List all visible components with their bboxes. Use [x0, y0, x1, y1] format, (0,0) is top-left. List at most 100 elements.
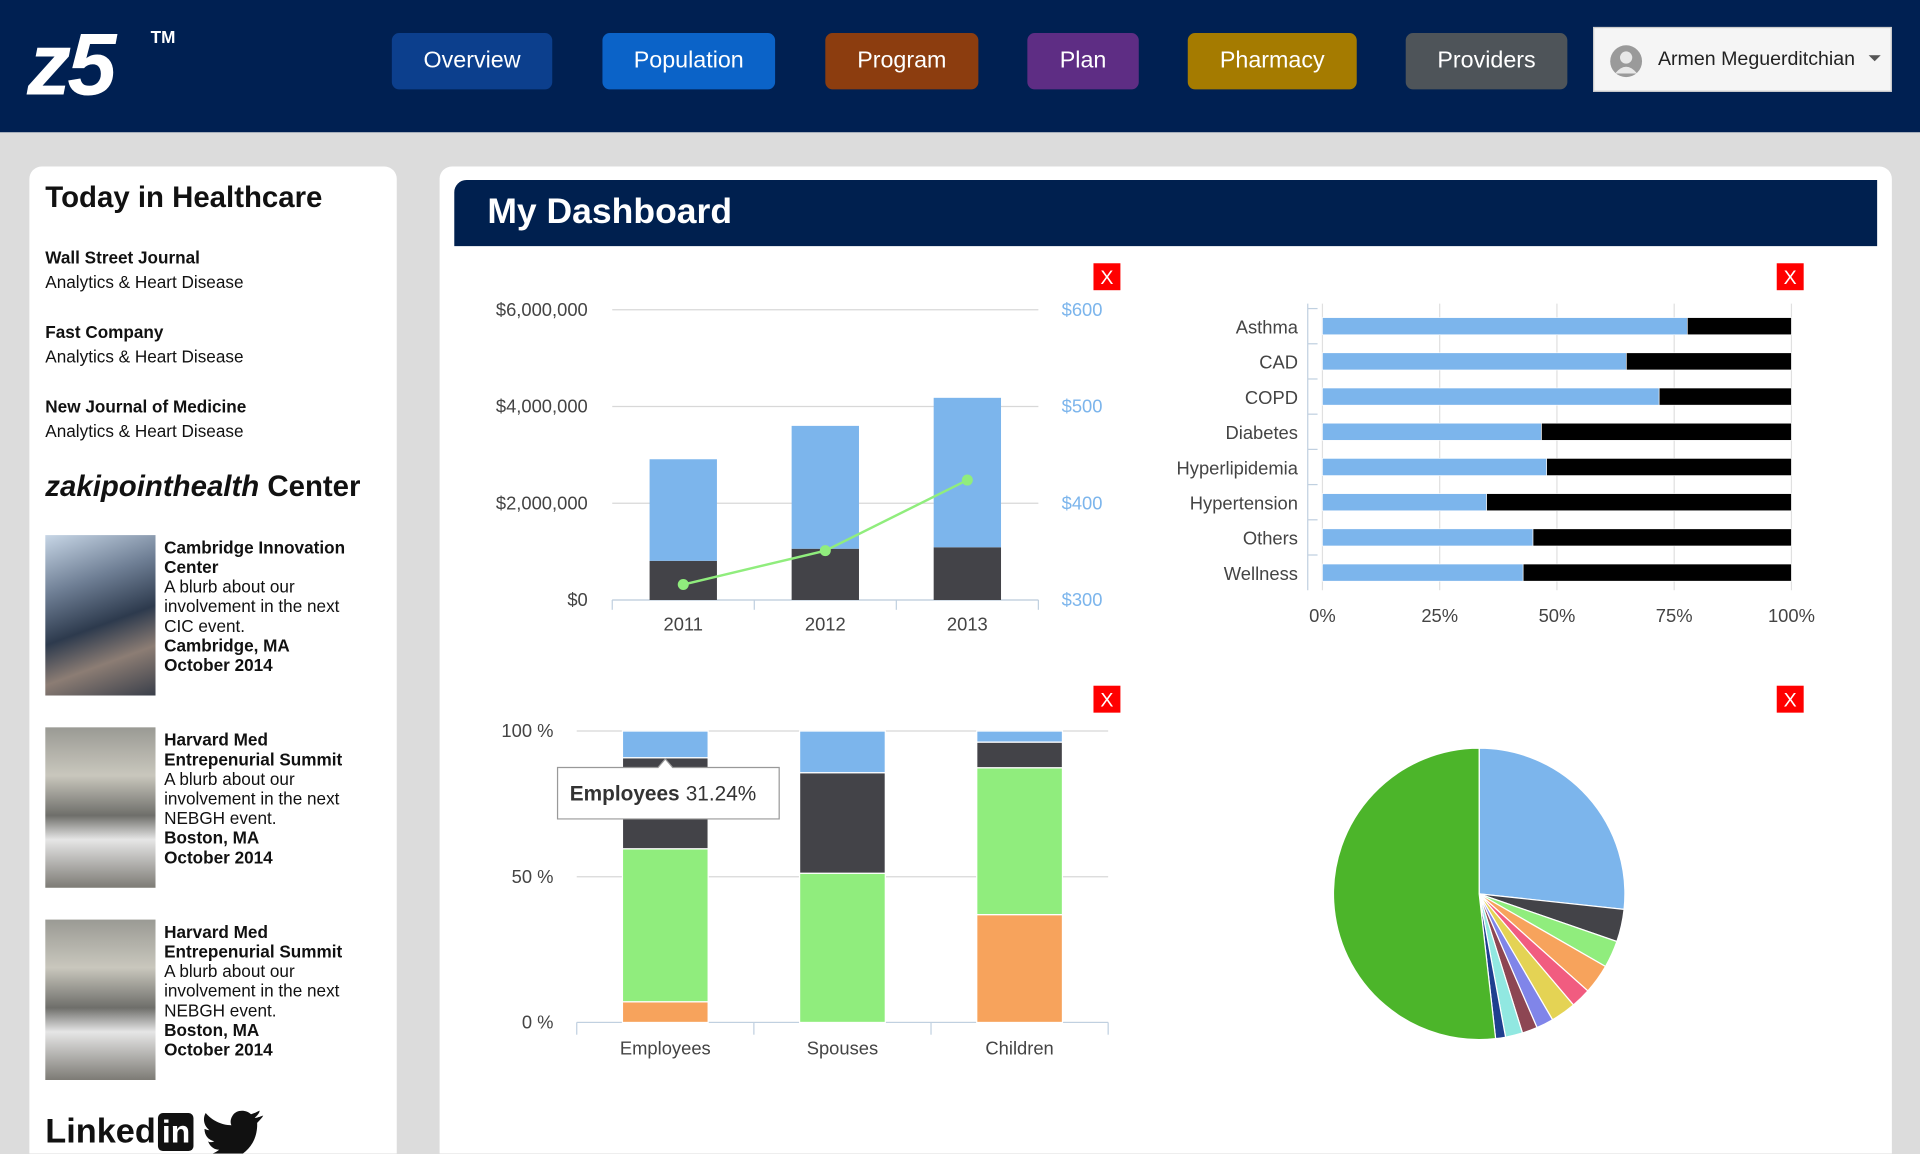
y-tick-label: Wellness: [1224, 563, 1298, 584]
close-button[interactable]: X: [1776, 263, 1804, 291]
y-tick-label: $4,000,000: [496, 396, 588, 417]
x-tick-label: Employees: [620, 1037, 711, 1058]
y-tick-label: 100 %: [501, 720, 553, 741]
news-topic: Analytics & Heart Disease: [45, 421, 244, 441]
tooltip-value: 31.24%: [686, 783, 757, 806]
nav-button[interactable]: Program: [825, 33, 979, 90]
close-box: [1776, 685, 1804, 713]
y-tick-label: 0 %: [522, 1012, 554, 1033]
bar-segment: [1532, 528, 1792, 547]
bar-segment: [1322, 387, 1660, 406]
x-tick-label: Spouses: [807, 1037, 878, 1058]
bar-segment: [621, 848, 709, 1003]
nav-button[interactable]: Population: [602, 33, 776, 90]
social: Linked in: [45, 1110, 264, 1154]
event-image: [45, 919, 156, 1081]
bar-segment: [1322, 528, 1534, 547]
event-text[interactable]: Cambridge Innovation Center A blurb about…: [164, 538, 360, 675]
x-tick-label: 2013: [947, 614, 988, 635]
twitter-icon[interactable]: [202, 1109, 266, 1154]
close-button[interactable]: X: [1776, 685, 1804, 713]
event-location: Boston, MA: [164, 827, 260, 848]
brand: zakipointhealth: [45, 470, 260, 504]
trademark: TM: [150, 26, 176, 47]
y-tick-label: Others: [1243, 528, 1298, 549]
close-label: X: [1100, 690, 1113, 712]
x-tick-label: Children: [985, 1037, 1053, 1058]
center-label: Center: [267, 470, 361, 504]
news-topic: Analytics & Heart Disease: [45, 346, 244, 367]
bar-segment: [1687, 317, 1792, 336]
news-item[interactable]: New Journal of Medicine Analytics & Heart…: [45, 397, 246, 441]
x-tick-label: 2012: [805, 614, 846, 635]
y-tick-label: Diabetes: [1225, 422, 1297, 443]
line-point: [677, 579, 689, 591]
y-tick-label: CAD: [1259, 352, 1298, 373]
close-button[interactable]: X: [1093, 263, 1121, 291]
event-location: Cambridge, MA: [164, 635, 290, 656]
news-source: New Journal of Medicine: [45, 396, 247, 417]
event-image: [45, 535, 156, 696]
logo[interactable]: z5: [26, 15, 116, 114]
close-label: X: [1784, 690, 1797, 712]
y-tick-label: $0: [567, 589, 587, 610]
x-tick-label: 0%: [1309, 605, 1336, 626]
sidebar-title: Today in Healthcare: [45, 181, 323, 215]
tooltip-category: Employees: [570, 783, 680, 806]
center-title: zakipointhealth Center: [45, 470, 360, 504]
linkedin-text[interactable]: Linked: [45, 1111, 156, 1150]
header: z5 TM Overview Population Program Plan Pharm…: [0, 0, 1920, 133]
event-date: October 2014: [164, 1039, 273, 1060]
bar-segment: [1322, 563, 1524, 582]
bar-segment: [621, 730, 709, 759]
line-point: [961, 474, 973, 486]
x-tick-label: 100%: [1768, 605, 1815, 626]
dashboard-title: My Dashboard: [487, 192, 733, 232]
y-tick-label: $2,000,000: [496, 492, 588, 513]
news-source: Wall Street Journal: [45, 247, 200, 267]
event-text[interactable]: Harvard Med Entrepenurial Summit A blurb …: [164, 922, 360, 1059]
event-name: Harvard Med Entrepenurial Summit: [164, 922, 343, 962]
bar-segment: [1522, 563, 1792, 582]
pie-slice: [1478, 747, 1626, 911]
event-blurb: A blurb about our involvement in the nex…: [164, 768, 340, 828]
nav-button[interactable]: Providers: [1405, 33, 1568, 90]
y-tick-label: Hypertension: [1190, 493, 1298, 514]
close-label: X: [1100, 267, 1113, 289]
bar-segment: [791, 425, 859, 549]
event-date: October 2014: [164, 847, 273, 867]
user-menu[interactable]: Armen Meguerditchian: [1593, 26, 1892, 92]
bar-segment: [1541, 422, 1792, 441]
user-name: Armen Meguerditchian: [1657, 48, 1856, 70]
bar-segment: [976, 730, 1064, 743]
bar-segment: [933, 547, 1002, 601]
bar-segment: [976, 914, 1064, 1024]
close-box: [1776, 263, 1804, 291]
news-item[interactable]: Wall Street Journal Analytics & Heart Dis…: [45, 247, 243, 291]
y2-tick-label: $400: [1062, 492, 1103, 513]
pie-slice: [1332, 747, 1497, 1041]
bar-segment: [791, 548, 859, 601]
linkedin-badge[interactable]: in: [158, 1113, 194, 1152]
news-item[interactable]: Fast Company Analytics & Heart Disease: [45, 322, 243, 366]
y-tick-label: $6,000,000: [496, 299, 588, 320]
bar-segment: [1546, 458, 1792, 476]
nav-button[interactable]: Plan: [1027, 33, 1139, 90]
close-label: X: [1784, 267, 1797, 289]
close-button[interactable]: X: [1093, 685, 1121, 713]
line-point: [819, 545, 831, 557]
nav-button[interactable]: Overview: [391, 33, 553, 90]
event-name: Harvard Med Entrepenurial Summit: [164, 729, 343, 769]
bar-segment: [1658, 387, 1792, 406]
event-text[interactable]: Harvard Med Entrepenurial Summit A blurb …: [164, 730, 360, 867]
y-tick-label: COPD: [1245, 387, 1298, 408]
bar-segment: [1322, 352, 1627, 371]
nav-button[interactable]: Pharmacy: [1187, 33, 1357, 90]
event-blurb: A blurb about our involvement in the nex…: [164, 961, 340, 1021]
event-image: [45, 727, 156, 888]
bar-segment: [1626, 352, 1792, 371]
news-topic: Analytics & Heart Disease: [45, 271, 244, 292]
y-tick-label: Asthma: [1236, 317, 1299, 338]
